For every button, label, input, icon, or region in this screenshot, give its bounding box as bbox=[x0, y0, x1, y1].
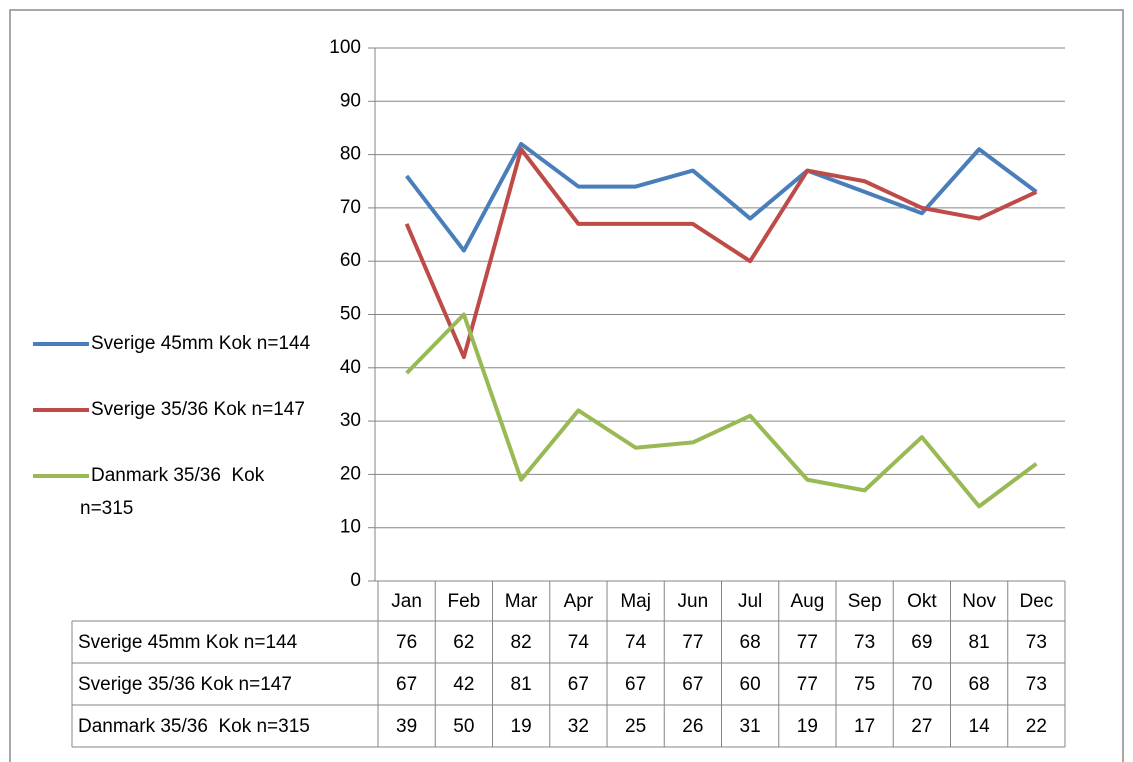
table-cell: 14 bbox=[969, 716, 991, 737]
legend-label: Danmark 35/36 Kok n=315 bbox=[80, 465, 270, 519]
table-cell: 73 bbox=[1026, 632, 1047, 653]
y-tick-label: 20 bbox=[340, 463, 361, 484]
x-tick-label: Aug bbox=[790, 591, 824, 612]
table-cell: 77 bbox=[682, 632, 703, 653]
x-tick-label: Jan bbox=[391, 591, 422, 612]
table-cell: 32 bbox=[568, 716, 589, 737]
table-cell: 39 bbox=[396, 716, 417, 737]
series-line bbox=[404, 147, 1038, 360]
table-cell: 68 bbox=[740, 632, 761, 653]
legend-swatch bbox=[33, 473, 89, 478]
x-tick-label: Jul bbox=[738, 591, 762, 612]
y-tick-label: 90 bbox=[340, 90, 361, 111]
y-tick-label: 40 bbox=[340, 357, 361, 378]
table-cell: 25 bbox=[625, 716, 646, 737]
legend-label: Sverige 45mm Kok n=144 bbox=[91, 333, 311, 354]
table-cell: 67 bbox=[396, 674, 417, 695]
table-cell: 62 bbox=[453, 632, 474, 653]
table-cell: 42 bbox=[453, 674, 474, 695]
x-tick-label: Sep bbox=[848, 591, 882, 612]
y-tick-label: 0 bbox=[350, 570, 361, 591]
y-tick-label: 100 bbox=[329, 37, 361, 58]
table-row-label: Sverige 45mm Kok n=144 bbox=[78, 632, 298, 653]
y-tick-label: 50 bbox=[340, 304, 361, 325]
legend-swatch bbox=[33, 407, 89, 412]
table-cell: 68 bbox=[969, 674, 990, 695]
chart-border bbox=[9, 9, 1124, 762]
table-cell: 74 bbox=[568, 632, 590, 653]
table-cell: 26 bbox=[682, 716, 703, 737]
table-cell: 17 bbox=[854, 716, 875, 737]
x-tick-label: Okt bbox=[907, 591, 937, 612]
x-tick-label: Maj bbox=[620, 591, 651, 612]
table-cell: 31 bbox=[740, 716, 761, 737]
table-cell: 27 bbox=[911, 716, 932, 737]
legend-swatch bbox=[33, 341, 89, 346]
table-cell: 22 bbox=[1026, 716, 1047, 737]
x-tick-label: Jun bbox=[678, 591, 709, 612]
table-cell: 67 bbox=[625, 674, 646, 695]
table-cell: 19 bbox=[511, 716, 532, 737]
x-tick-label: Feb bbox=[448, 591, 481, 612]
table-cell: 69 bbox=[911, 632, 932, 653]
table-cell: 60 bbox=[740, 674, 761, 695]
table-cell: 73 bbox=[1026, 674, 1047, 695]
table-cell: 76 bbox=[396, 632, 417, 653]
legend-entry: Sverige 45mm Kok n=144 bbox=[33, 327, 318, 360]
series-line bbox=[405, 312, 1038, 509]
table-cell: 77 bbox=[797, 674, 818, 695]
table-cell: 81 bbox=[969, 632, 990, 653]
y-tick-label: 10 bbox=[340, 517, 361, 538]
y-tick-label: 60 bbox=[340, 250, 361, 271]
x-tick-label: Apr bbox=[564, 591, 594, 612]
legend-label: Sverige 35/36 Kok n=147 bbox=[91, 399, 305, 420]
table-cell: 67 bbox=[568, 674, 589, 695]
table-cell: 82 bbox=[511, 632, 532, 653]
table-cell: 81 bbox=[511, 674, 532, 695]
table-cell: 50 bbox=[453, 716, 474, 737]
table-cell: 70 bbox=[911, 674, 932, 695]
y-tick-label: 30 bbox=[340, 410, 361, 431]
legend-entry: Sverige 35/36 Kok n=147 bbox=[33, 393, 318, 426]
y-tick-label: 80 bbox=[340, 144, 361, 165]
table-row-label: Sverige 35/36 Kok n=147 bbox=[78, 674, 292, 695]
x-tick-label: Dec bbox=[1019, 591, 1053, 612]
table-cell: 19 bbox=[797, 716, 818, 737]
table-cell: 73 bbox=[854, 632, 875, 653]
y-tick-label: 70 bbox=[340, 197, 361, 218]
x-tick-label: Nov bbox=[962, 591, 996, 612]
table-cell: 75 bbox=[854, 674, 875, 695]
x-tick-label: Mar bbox=[505, 591, 538, 612]
table-row-label: Danmark 35/36 Kok n=315 bbox=[78, 716, 310, 737]
series-line bbox=[405, 141, 1038, 253]
legend-entry: Danmark 35/36 Kok n=315 bbox=[33, 459, 318, 525]
table-cell: 67 bbox=[682, 674, 703, 695]
table-cell: 77 bbox=[797, 632, 818, 653]
table-cell: 74 bbox=[625, 632, 647, 653]
